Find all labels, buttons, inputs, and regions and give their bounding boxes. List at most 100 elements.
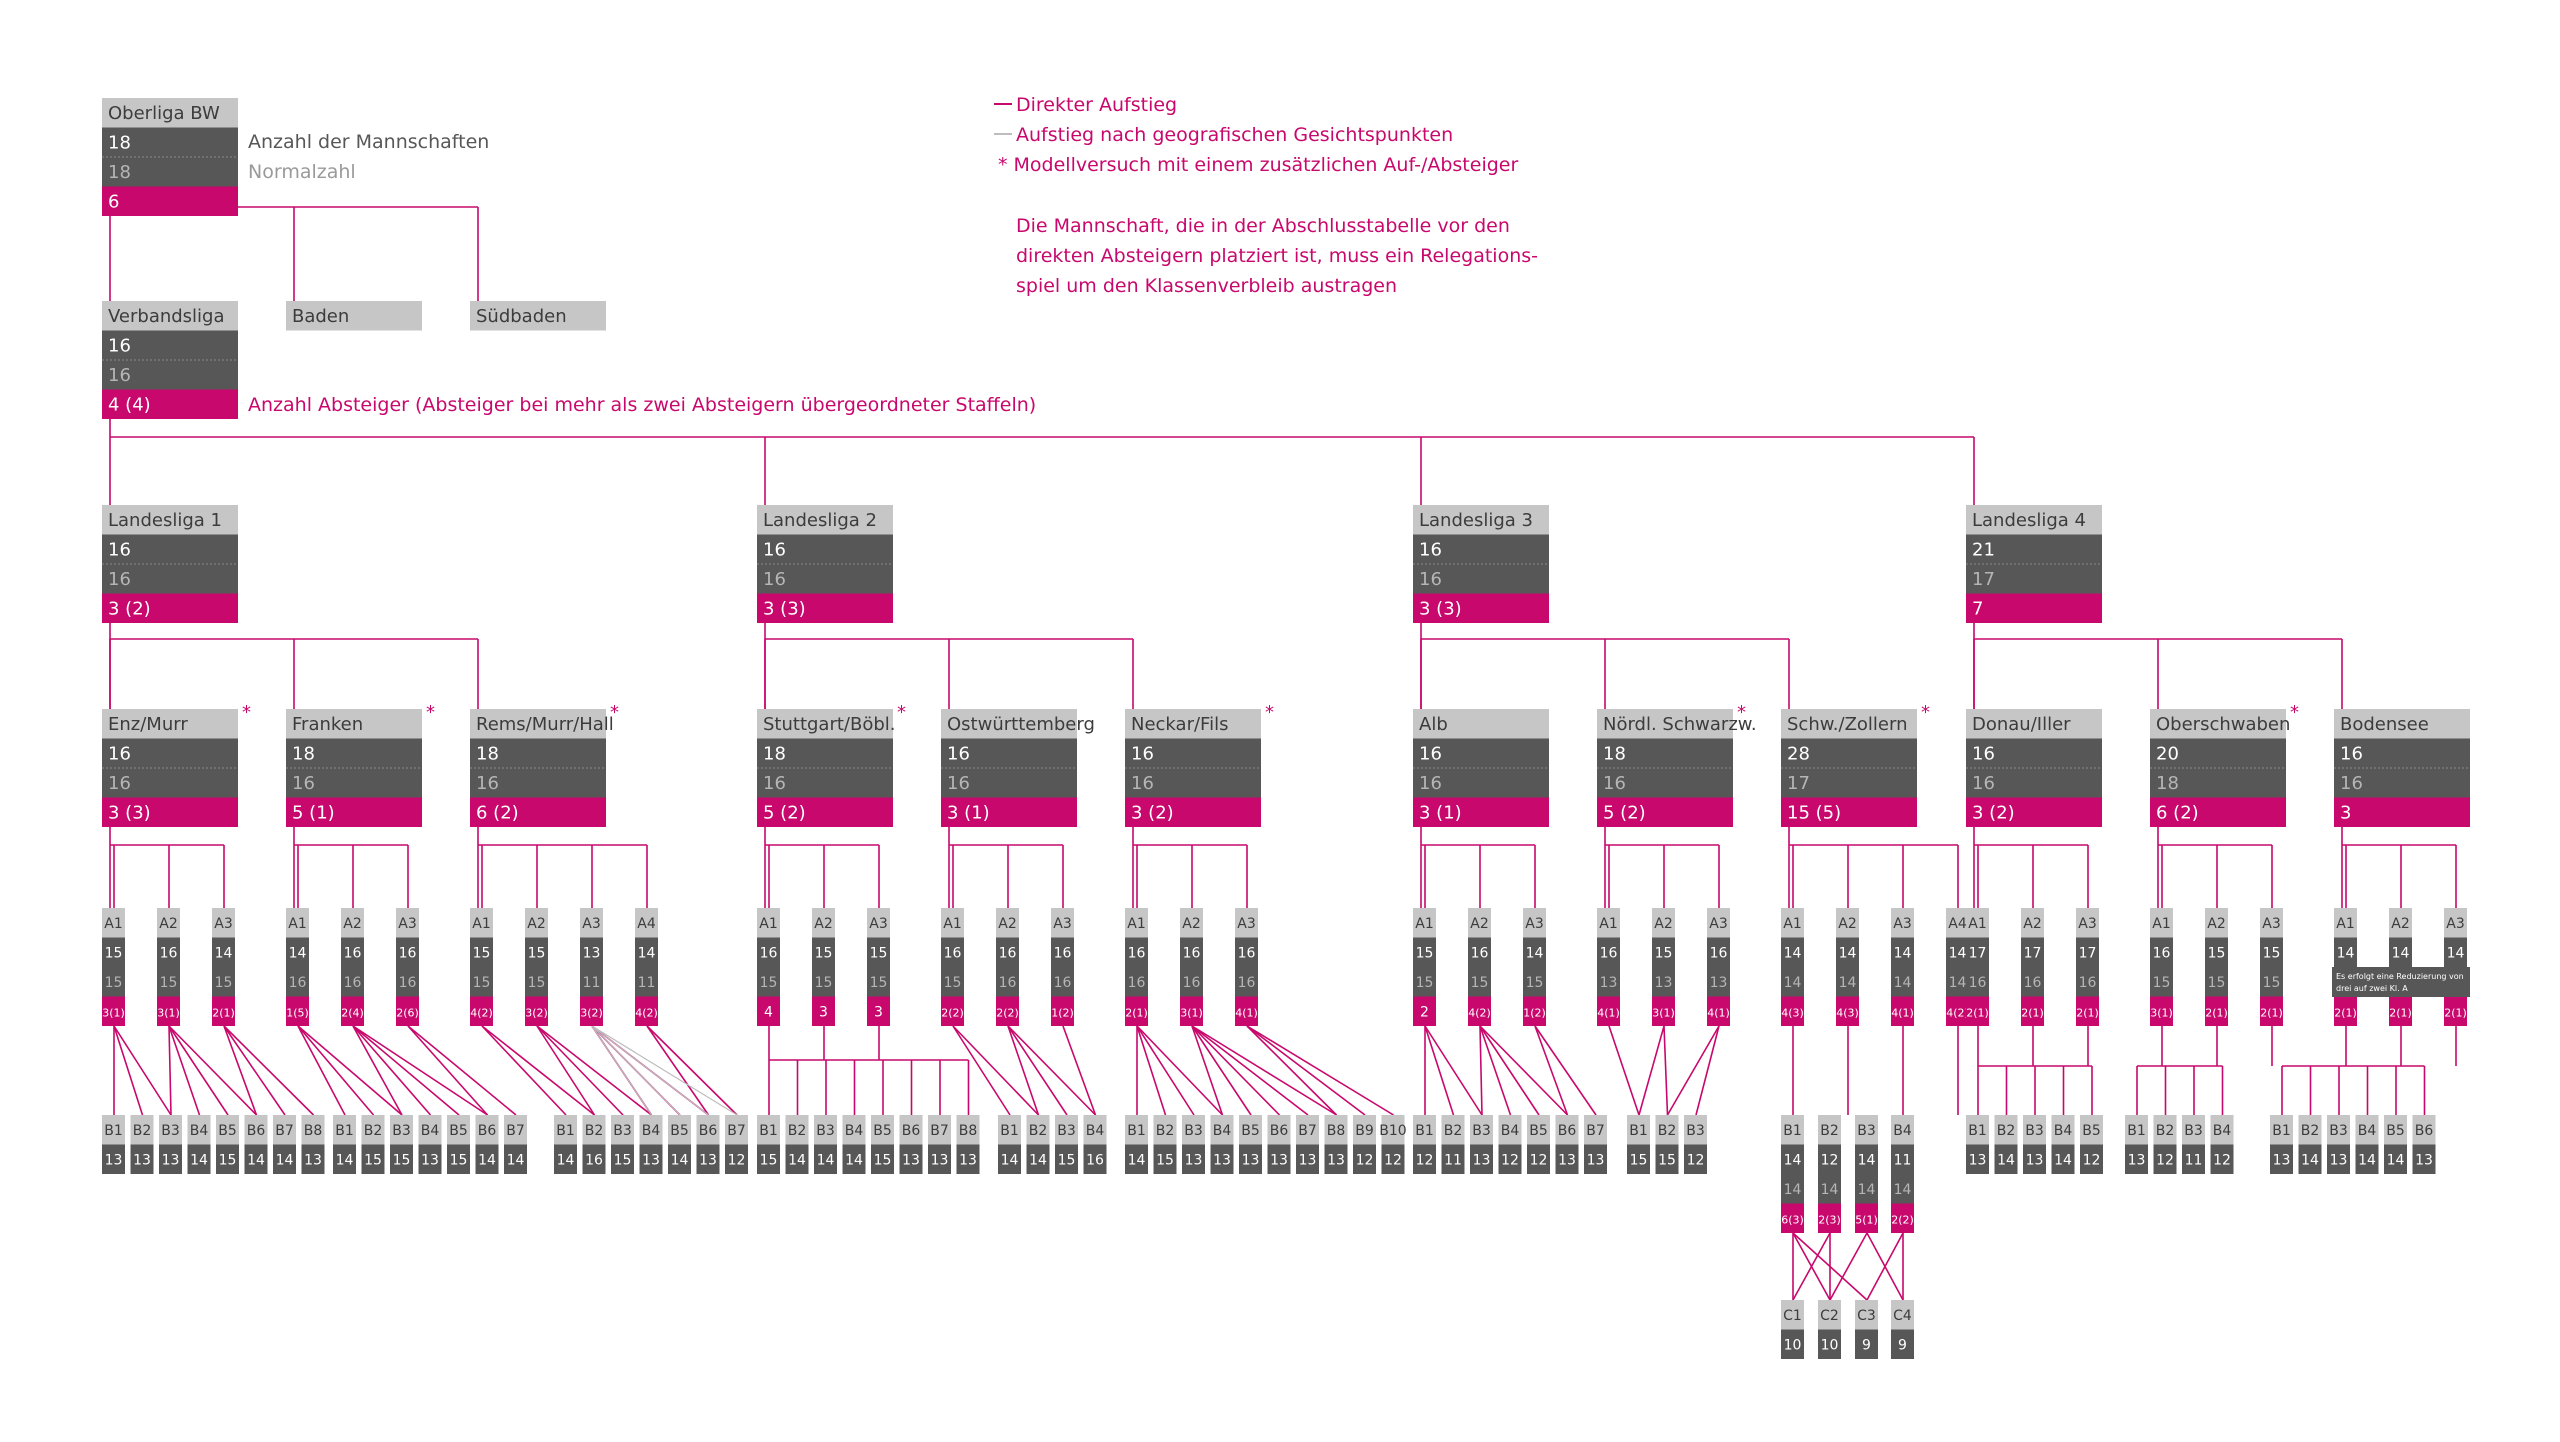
b-class-box: B3 15 <box>390 1115 413 1174</box>
label: A4 <box>1948 916 1967 932</box>
value-cell <box>2355 1144 2379 1174</box>
value: 13 <box>1270 1153 1288 1169</box>
value: 14 <box>276 1153 294 1169</box>
b-class-box: B1 14 <box>554 1115 577 1174</box>
legend-geo-text: Aufstieg nach geografischen Gesichtspunk… <box>1016 124 1453 146</box>
model-star: * <box>426 702 435 723</box>
label: B1 <box>759 1123 778 1139</box>
link-a-b <box>1007 1025 1040 1116</box>
a-class-box: A1 16 15 3(1) <box>2150 908 2173 1026</box>
league-name-cell <box>286 301 422 331</box>
b-class-box: B4 12 <box>2210 1115 2234 1174</box>
value-cell <box>1210 1144 1234 1174</box>
value-cell <box>899 1144 923 1174</box>
cell-label <box>996 908 1019 938</box>
link-a-b <box>1479 1025 1483 1116</box>
value-cell <box>396 967 419 997</box>
value: 15 <box>1416 946 1434 962</box>
relegated-cell <box>1966 593 2102 623</box>
value: 16 <box>160 946 178 962</box>
b-class-box: B4 14 <box>187 1115 211 1174</box>
link-a-b <box>1007 1025 1068 1116</box>
value-cell <box>2260 937 2283 967</box>
annotations: Anzahl der Mannschaften Normalzahl Anzah… <box>248 131 1036 416</box>
relegated-cell <box>941 797 1077 827</box>
b-class-box: B6 13 <box>1267 1115 1291 1174</box>
value: 15 <box>1416 975 1434 991</box>
value: 14 <box>1128 1153 1146 1169</box>
value-cell <box>1125 1144 1148 1174</box>
b-class-box: B6 13 <box>2412 1115 2436 1174</box>
label: A2 <box>2207 916 2225 932</box>
link-a-b <box>352 1025 488 1116</box>
team-count: 18 <box>292 744 315 765</box>
value: 16 <box>1054 946 1072 962</box>
b-class-box: B6 13 <box>1555 1115 1579 1174</box>
label: B3 <box>2184 1123 2203 1139</box>
link-a-b <box>1136 1025 1195 1116</box>
value: 16 <box>1600 946 1618 962</box>
a-class-box: A2 16 16 2(4) <box>341 908 364 1026</box>
label: B2 <box>364 1123 383 1139</box>
value: 14 <box>1949 975 1967 991</box>
value-cell <box>504 1144 527 1174</box>
label: A3 <box>582 916 600 932</box>
relegated-cell <box>1523 996 1546 1026</box>
cell-label <box>130 1115 154 1145</box>
label: B6 <box>2415 1123 2434 1139</box>
label: A2 <box>2391 916 2409 932</box>
value: 14 <box>2054 1153 2072 1169</box>
model-star: * <box>2290 702 2299 723</box>
label: A3 <box>869 916 887 932</box>
value: 17 <box>1969 946 1987 962</box>
relegated-value: 4(2) <box>1946 1007 1969 1020</box>
value-cell <box>1781 967 1804 997</box>
value: 16 <box>1969 975 1987 991</box>
team-count: 16 <box>763 540 786 561</box>
league-name-cell <box>1597 709 1733 739</box>
b-class-box: B4 16 <box>1083 1115 1107 1174</box>
value-cell <box>1855 1329 1878 1359</box>
b-class-box: B3 13 <box>1182 1115 1205 1174</box>
cell-label <box>1891 1115 1914 1145</box>
relegated-cell <box>1235 996 1258 1026</box>
value: 14 <box>336 1153 354 1169</box>
label: B3 <box>1184 1123 1203 1139</box>
value: 14 <box>2358 1153 2376 1169</box>
value-cell <box>1051 937 1074 967</box>
cell-label <box>899 1115 923 1145</box>
label: B4 <box>2054 1123 2073 1139</box>
relegated-cell <box>1180 996 1203 1026</box>
relegated-count: 15 (5) <box>1787 803 1841 824</box>
value-cell <box>2076 967 2099 997</box>
value: 14 <box>478 1153 496 1169</box>
value-cell <box>2334 937 2357 967</box>
relegated-cell <box>1966 996 1989 1026</box>
b-class-box: B2 14 <box>1994 1115 2018 1174</box>
league-name: Donau/Iller <box>1972 714 2071 735</box>
value-cell <box>2205 967 2228 997</box>
value: 15 <box>1471 975 1489 991</box>
cell-label <box>390 1115 413 1145</box>
value: 15 <box>105 975 123 991</box>
value: 14 <box>507 1153 525 1169</box>
cell-label <box>1891 908 1914 938</box>
cell-label <box>1180 908 1203 938</box>
value-cell <box>1083 1144 1107 1174</box>
value: 14 <box>1029 1153 1047 1169</box>
b-class-box: B7 13 <box>928 1115 951 1174</box>
value-cell <box>157 967 180 997</box>
team-count: 16 <box>108 336 131 357</box>
label: A2 <box>1470 916 1488 932</box>
value: 16 <box>1238 975 1256 991</box>
cell-label <box>1125 1115 1148 1145</box>
value-cell <box>635 967 658 997</box>
value: 13 <box>1473 1153 1491 1169</box>
value-cell <box>130 1144 154 1174</box>
a-class-box: A3 15 15 2(1) <box>2260 908 2283 1026</box>
value-cell <box>475 1144 499 1174</box>
link-a-b <box>407 1025 489 1116</box>
value: 15 <box>1655 946 1673 962</box>
a-class-box: A2 16 16 3(1) <box>1180 908 1203 1026</box>
